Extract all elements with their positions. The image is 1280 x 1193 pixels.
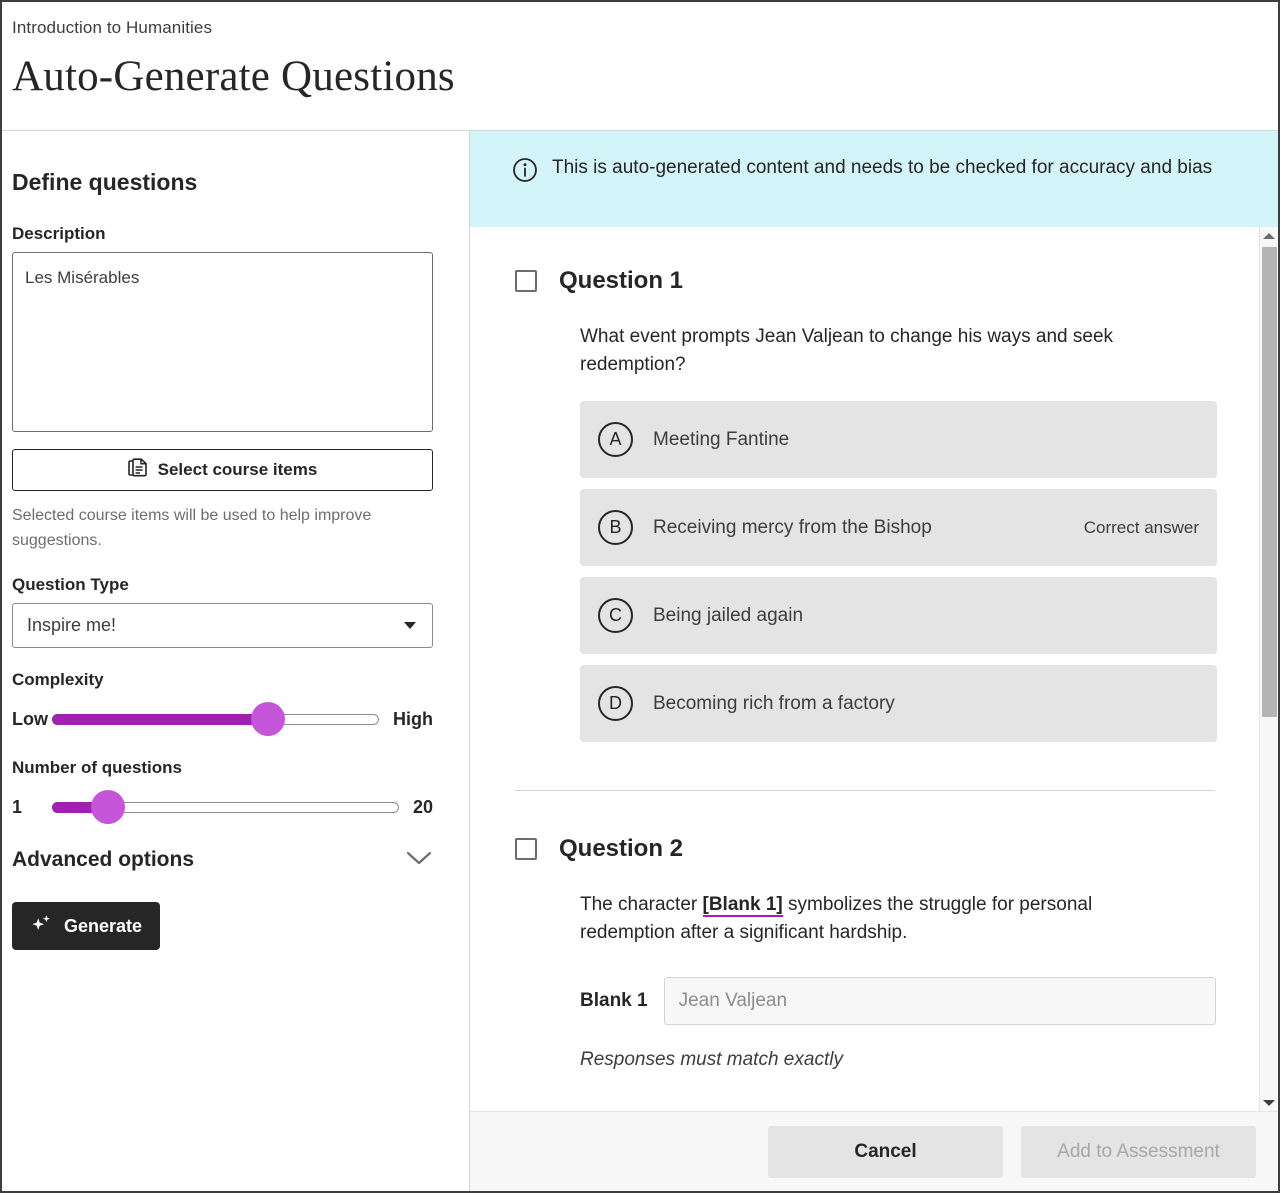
auto-generated-notice: This is auto-generated content and needs… — [470, 131, 1278, 227]
complexity-max-label: High — [393, 708, 433, 729]
answer-options: A Meeting Fantine B Receiving mercy from… — [580, 401, 1218, 742]
answer-option[interactable]: C Being jailed again — [580, 577, 1217, 654]
generate-label: Generate — [63, 915, 143, 936]
option-letter-badge: A — [598, 422, 633, 457]
questions-scroll-area: Question 1 What event prompts Jean Valje… — [470, 227, 1278, 1111]
blank-answer-input[interactable] — [663, 977, 1216, 1025]
define-questions-panel: Define questions Description Select cour… — [2, 131, 470, 1191]
question-type-label: Question Type — [12, 575, 129, 594]
add-to-assessment-button[interactable]: Add to Assessment — [1021, 1125, 1256, 1178]
question-block: Question 2 The character [Blank 1] symbo… — [515, 835, 1218, 1071]
question-header: Question 1 — [515, 267, 1218, 295]
blank-label: Blank 1 — [580, 990, 648, 1011]
advanced-options-label: Advanced options — [12, 848, 195, 871]
complexity-slider-thumb[interactable] — [250, 702, 285, 736]
page-header: Introduction to Humanities Auto-Generate… — [2, 2, 1278, 131]
notice-text: This is auto-generated content and needs… — [552, 157, 1213, 178]
question-divider — [515, 790, 1215, 791]
scroll-up-button[interactable] — [1260, 227, 1278, 244]
question-header: Question 2 — [515, 835, 1218, 863]
chevron-down-icon — [405, 849, 433, 872]
course-items-helper-text: Selected course items will be used to he… — [12, 507, 372, 549]
questions-panel: This is auto-generated content and needs… — [470, 131, 1278, 1191]
blank-note: Responses must match exactly — [580, 1049, 843, 1070]
description-label: Description — [12, 224, 106, 243]
option-text: Receiving mercy from the Bishop — [653, 516, 932, 538]
number-of-questions-slider[interactable] — [52, 790, 399, 824]
option-text: Becoming rich from a factory — [653, 692, 895, 714]
advanced-options-toggle[interactable]: Advanced options — [12, 848, 433, 872]
chevron-down-icon — [404, 622, 416, 629]
breadcrumb: Introduction to Humanities — [12, 18, 213, 37]
option-letter-badge: D — [598, 686, 633, 721]
question-title: Question 2 — [559, 835, 684, 862]
complexity-min-label: Low — [12, 708, 48, 729]
question-checkbox[interactable] — [515, 270, 537, 292]
complexity-slider[interactable] — [52, 702, 379, 736]
dialog-footer: Cancel Add to Assessment — [470, 1111, 1278, 1191]
section-title: Define questions — [12, 169, 198, 195]
question-block: Question 1 What event prompts Jean Valje… — [515, 267, 1218, 742]
caret-down-icon — [1263, 1099, 1275, 1106]
question-title: Question 1 — [559, 267, 684, 294]
answer-option[interactable]: B Receiving mercy from the Bishop Correc… — [580, 489, 1217, 566]
number-of-questions-min-label: 1 — [12, 796, 23, 817]
scroll-down-button[interactable] — [1260, 1094, 1278, 1111]
select-course-items-label: Select course items — [157, 460, 318, 479]
sparkle-icon — [30, 913, 54, 940]
number-of-questions-label: Number of questions — [12, 758, 183, 777]
option-letter-badge: C — [598, 598, 633, 633]
question-checkbox[interactable] — [515, 838, 537, 860]
question-prompt: What event prompts Jean Valjean to chang… — [580, 326, 1114, 375]
number-of-questions-slider-thumb[interactable] — [90, 790, 125, 824]
prompt-text-after: symbolizes the struggle for personal red… — [580, 894, 1093, 943]
complexity-label: Complexity — [12, 670, 104, 689]
page-title: Auto-Generate Questions — [12, 53, 455, 100]
blank-answer-row: Blank 1 — [580, 977, 1218, 1025]
blank-token: [Blank 1] — [702, 894, 783, 917]
documents-icon — [127, 457, 148, 483]
description-input[interactable] — [12, 252, 433, 432]
number-of-questions-slider-row: 1 20 — [12, 790, 433, 824]
answer-option[interactable]: A Meeting Fantine — [580, 401, 1217, 478]
select-course-items-button[interactable]: Select course items — [12, 449, 433, 491]
question-type-value: Inspire me! — [27, 615, 117, 635]
complexity-slider-row: Low High — [12, 702, 433, 736]
answer-option[interactable]: D Becoming rich from a factory — [580, 665, 1217, 742]
info-icon — [512, 157, 538, 188]
scrollbar-thumb[interactable] — [1262, 247, 1277, 717]
main-body: Define questions Description Select cour… — [2, 131, 1278, 1191]
cancel-button[interactable]: Cancel — [768, 1125, 1003, 1178]
generate-button[interactable]: Generate — [12, 902, 160, 950]
number-of-questions-max-label: 20 — [412, 796, 433, 817]
complexity-slider-fill — [52, 713, 268, 725]
prompt-text-before: The character — [580, 894, 703, 915]
number-of-questions-slider-fill — [52, 801, 108, 813]
option-letter-badge: B — [598, 510, 633, 545]
option-text: Being jailed again — [653, 604, 804, 626]
question-prompt: The character [Blank 1] symbolizes the s… — [580, 891, 1145, 947]
caret-up-icon — [1263, 232, 1275, 239]
correct-answer-label: Correct answer — [1083, 517, 1199, 537]
question-type-select[interactable]: Inspire me! — [12, 603, 433, 648]
option-text: Meeting Fantine — [653, 428, 790, 450]
vertical-scrollbar[interactable] — [1259, 227, 1278, 1111]
